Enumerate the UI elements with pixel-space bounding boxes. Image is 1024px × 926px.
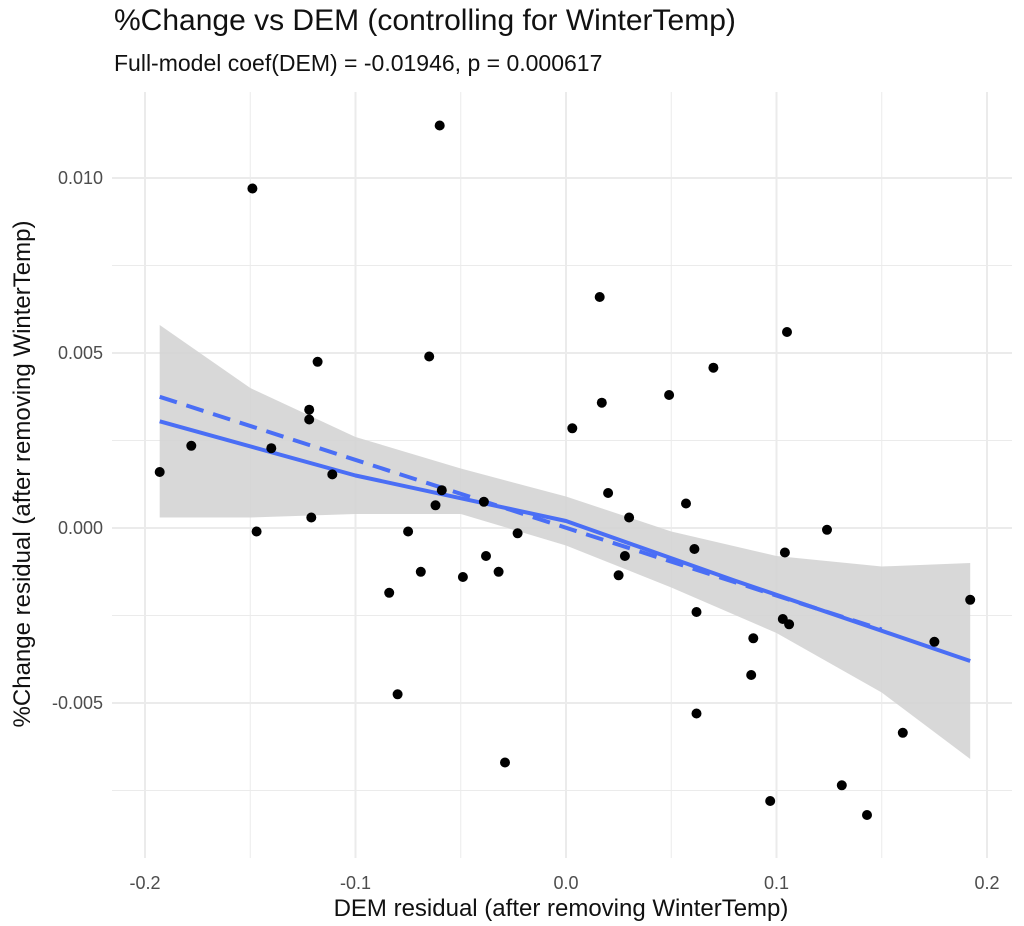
- data-point: [430, 500, 441, 511]
- data-point: [624, 512, 635, 523]
- data-point: [746, 670, 757, 680]
- data-point: [596, 397, 607, 408]
- data-point: [664, 390, 675, 400]
- data-point: [251, 526, 262, 537]
- y-tick-label: 0.005: [58, 343, 103, 363]
- x-tick-label: 0.0: [553, 873, 578, 893]
- x-tick-label: 0.2: [974, 873, 999, 893]
- data-point: [493, 566, 504, 577]
- data-point: [403, 526, 414, 537]
- data-point: [748, 633, 759, 644]
- x-tick-label: -0.1: [340, 873, 371, 893]
- data-point: [392, 689, 403, 700]
- data-point: [436, 485, 447, 496]
- data-point: [784, 619, 795, 630]
- data-point: [965, 594, 976, 605]
- data-point: [434, 120, 445, 131]
- data-point: [327, 469, 338, 480]
- x-tick-label: -0.2: [129, 873, 160, 893]
- points-layer: [154, 120, 976, 820]
- data-point: [613, 570, 624, 581]
- data-point: [384, 587, 395, 598]
- smooth-fit-line: [159, 419, 971, 663]
- data-point: [862, 810, 872, 820]
- data-point: [478, 496, 489, 507]
- y-tick-label: -0.005: [52, 693, 103, 713]
- data-point: [266, 443, 277, 454]
- data-point: [765, 796, 776, 806]
- data-point: [897, 727, 908, 738]
- data-point: [312, 356, 323, 367]
- data-point: [691, 708, 702, 719]
- data-point: [186, 440, 197, 451]
- data-point: [708, 362, 719, 373]
- y-axis-title: %Change residual (after removing WinterT…: [9, 221, 36, 728]
- data-point: [779, 547, 790, 558]
- data-point: [594, 292, 605, 302]
- data-point: [500, 757, 510, 768]
- fit-line-layer: [159, 394, 971, 663]
- data-point: [836, 780, 847, 791]
- data-point: [689, 544, 700, 554]
- y-tick-label: 0.000: [58, 518, 103, 538]
- data-point: [415, 566, 426, 577]
- data-point: [603, 488, 614, 498]
- data-point: [691, 607, 702, 617]
- data-point: [512, 528, 523, 539]
- data-point: [567, 423, 578, 434]
- x-axis-title: DEM residual (after removing WinterTemp): [334, 895, 789, 922]
- y-tick-label: 0.010: [58, 168, 103, 188]
- data-point: [424, 351, 435, 362]
- confidence-band: [159, 325, 971, 759]
- x-tick-label: 0.1: [764, 873, 789, 893]
- data-point: [619, 551, 630, 561]
- confidence-band-layer: [159, 325, 971, 759]
- data-point: [154, 467, 165, 477]
- data-point: [929, 636, 940, 647]
- data-point: [247, 183, 258, 194]
- data-point: [822, 524, 832, 535]
- chart-subtitle: Full-model coef(DEM) = -0.01946, p = 0.0…: [114, 50, 603, 76]
- tick-label-layer: -0.2 -0.1 0.0 0.1 0.2 -0.005 0.000 0.005 0.010: [52, 168, 1000, 893]
- data-point: [304, 404, 315, 415]
- chart-title: %Change vs DEM (controlling for WinterTe…: [114, 4, 736, 37]
- data-point: [481, 551, 491, 561]
- data-point: [306, 512, 317, 523]
- grid-layer: [112, 92, 1012, 858]
- data-point: [681, 498, 691, 509]
- data-point: [782, 327, 792, 337]
- data-point: [304, 414, 315, 425]
- data-point: [457, 572, 468, 582]
